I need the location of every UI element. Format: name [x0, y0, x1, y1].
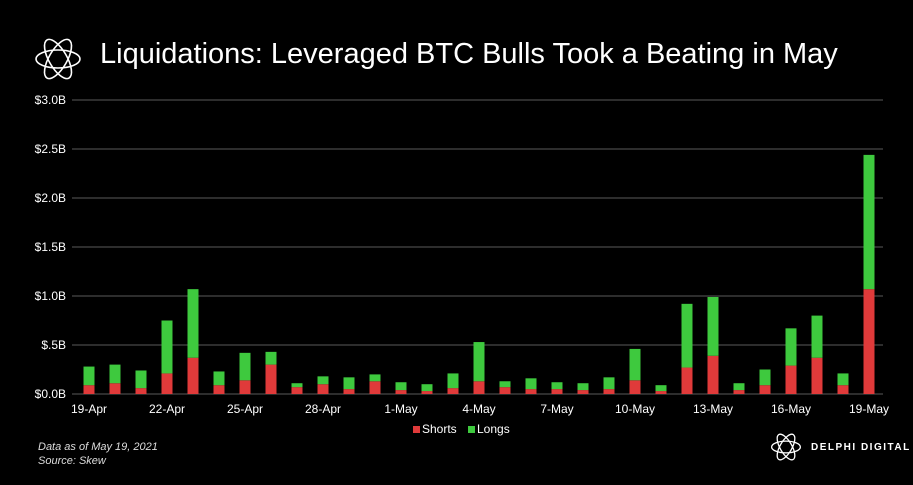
bar-longs-23-Apr — [187, 289, 199, 358]
bar-shorts-26-Apr — [265, 364, 277, 394]
bar-longs-5-May — [499, 381, 511, 388]
x-tick-label: 4-May — [462, 402, 495, 416]
bar-longs-3-May — [447, 373, 459, 389]
bar-shorts-3-May — [447, 388, 459, 394]
bar-shorts-2-May — [421, 391, 433, 394]
bar-longs-16-May — [785, 328, 797, 366]
bar-longs-15-May — [759, 369, 771, 386]
bar-shorts-30-Apr — [369, 381, 381, 394]
delphi-small-logo-icon — [770, 433, 802, 461]
bar-longs-7-May — [551, 382, 563, 390]
bar-longs-10-May — [629, 348, 641, 381]
bar-longs-26-Apr — [265, 351, 277, 365]
y-tick-label: $1.5B — [35, 240, 66, 254]
bar-shorts-19-May — [863, 289, 875, 394]
x-tick-label: 19-Apr — [71, 402, 107, 416]
bar-shorts-22-Apr — [161, 373, 173, 394]
bar-longs-25-Apr — [239, 352, 251, 381]
bar-longs-19-Apr — [83, 366, 95, 386]
bar-shorts-16-May — [785, 365, 797, 394]
data-date-note: Data as of May 19, 2021 — [38, 441, 158, 453]
x-tick-label: 19-May — [849, 402, 889, 416]
bar-shorts-12-May — [681, 367, 693, 394]
bar-shorts-20-Apr — [109, 383, 121, 394]
legend-swatch-longs — [468, 426, 475, 433]
bar-shorts-23-Apr — [187, 357, 199, 394]
bar-longs-1-May — [395, 382, 407, 391]
y-tick-label: $.5B — [41, 338, 66, 352]
bar-shorts-9-May — [603, 389, 615, 394]
bar-shorts-1-May — [395, 390, 407, 394]
y-tick-label: $1.0B — [35, 289, 66, 303]
y-tick-label: $3.0B — [35, 93, 66, 107]
delphi-logo-icon — [32, 33, 84, 85]
bar-shorts-28-Apr — [317, 384, 329, 394]
bar-shorts-27-Apr — [291, 387, 303, 394]
bar-shorts-19-Apr — [83, 385, 95, 394]
bar-shorts-25-Apr — [239, 380, 251, 394]
legend-label-shorts: Shorts — [422, 422, 457, 436]
bar-longs-2-May — [421, 384, 433, 392]
bar-shorts-21-Apr — [135, 388, 147, 394]
bar-shorts-5-May — [499, 387, 511, 394]
bar-longs-8-May — [577, 383, 589, 391]
bar-shorts-13-May — [707, 355, 719, 394]
x-tick-label: 13-May — [693, 402, 733, 416]
x-tick-label: 22-Apr — [149, 402, 185, 416]
bar-longs-6-May — [525, 378, 537, 390]
legend-label-longs: Longs — [477, 422, 510, 436]
x-tick-label: 10-May — [615, 402, 655, 416]
bar-longs-13-May — [707, 296, 719, 356]
bar-longs-18-May — [837, 373, 849, 386]
bar-shorts-8-May — [577, 390, 589, 394]
bar-shorts-15-May — [759, 385, 771, 394]
bar-shorts-14-May — [733, 390, 745, 394]
y-tick-label: $0.0B — [35, 387, 66, 401]
bar-longs-28-Apr — [317, 376, 329, 385]
bar-shorts-29-Apr — [343, 389, 355, 394]
bar-shorts-6-May — [525, 389, 537, 394]
bar-shorts-24-Apr — [213, 385, 225, 394]
x-tick-label: 16-May — [771, 402, 811, 416]
brand-mark: DELPHI DIGITAL — [769, 430, 911, 464]
x-tick-label: 7-May — [540, 402, 573, 416]
bar-longs-24-Apr — [213, 371, 225, 386]
bar-longs-11-May — [655, 385, 667, 392]
bar-shorts-10-May — [629, 380, 641, 394]
bar-longs-20-Apr — [109, 364, 121, 384]
chart-title: Liquidations: Leveraged BTC Bulls Took a… — [100, 38, 838, 70]
bar-longs-17-May — [811, 315, 823, 358]
bar-shorts-7-May — [551, 389, 563, 394]
bar-longs-9-May — [603, 377, 615, 390]
bar-longs-30-Apr — [369, 374, 381, 382]
legend-swatch-shorts — [413, 426, 420, 433]
bar-longs-14-May — [733, 383, 745, 391]
bar-longs-4-May — [473, 342, 485, 382]
bar-longs-22-Apr — [161, 320, 173, 374]
bar-longs-29-Apr — [343, 377, 355, 390]
x-tick-label: 28-Apr — [305, 402, 341, 416]
y-tick-label: $2.0B — [35, 191, 66, 205]
bar-longs-21-Apr — [135, 370, 147, 389]
x-tick-label: 25-Apr — [227, 402, 263, 416]
bar-shorts-4-May — [473, 381, 485, 394]
bar-longs-19-May — [863, 154, 875, 290]
bar-shorts-11-May — [655, 391, 667, 394]
brand-name: DELPHI DIGITAL — [811, 441, 911, 453]
bar-shorts-17-May — [811, 357, 823, 394]
source-note: Source: Skew — [38, 455, 106, 467]
bar-shorts-18-May — [837, 385, 849, 394]
y-tick-label: $2.5B — [35, 142, 66, 156]
x-tick-label: 1-May — [384, 402, 417, 416]
bar-longs-27-Apr — [291, 383, 303, 388]
bar-longs-12-May — [681, 303, 693, 368]
